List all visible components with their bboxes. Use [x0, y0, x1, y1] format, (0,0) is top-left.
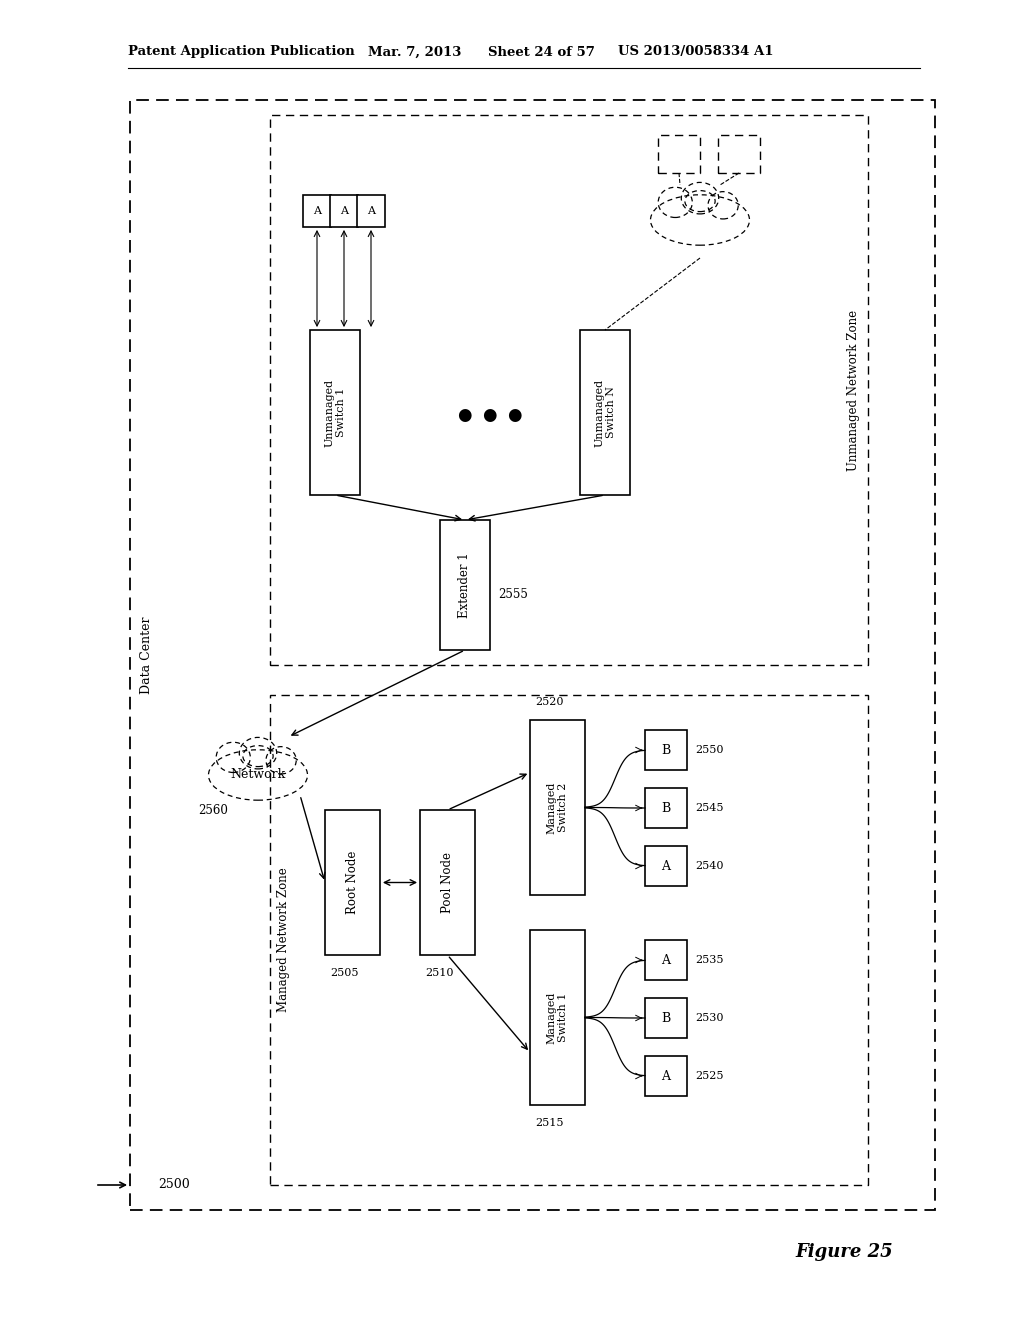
Bar [645, 788, 687, 828]
Text: Mar. 7, 2013: Mar. 7, 2013 [368, 45, 462, 58]
Text: Figure 25: Figure 25 [795, 1243, 893, 1261]
Text: 2505: 2505 [330, 968, 358, 978]
Text: 2550: 2550 [695, 744, 724, 755]
Text: 2560: 2560 [198, 804, 228, 817]
Bar [645, 1056, 687, 1096]
Text: Managed
Switch 1: Managed Switch 1 [547, 991, 568, 1044]
Text: Extender 1: Extender 1 [459, 552, 471, 618]
Bar [580, 330, 630, 495]
Text: ●  ●  ●: ● ● ● [458, 407, 522, 424]
Bar [645, 998, 687, 1038]
Text: 2555: 2555 [498, 589, 528, 602]
Text: 2530: 2530 [695, 1012, 724, 1023]
Text: 2510: 2510 [425, 968, 454, 978]
Text: Managed
Switch 2: Managed Switch 2 [547, 781, 568, 834]
Bar [270, 696, 868, 1185]
Text: 2515: 2515 [535, 1118, 563, 1129]
Bar [530, 931, 585, 1105]
Text: A: A [662, 1069, 671, 1082]
Text: 2525: 2525 [695, 1071, 724, 1081]
Text: Patent Application Publication: Patent Application Publication [128, 45, 354, 58]
Text: Unmanaged Network Zone: Unmanaged Network Zone [848, 309, 860, 470]
Text: B: B [662, 801, 671, 814]
Text: Unmanaged
Switch 1: Unmanaged Switch 1 [325, 379, 346, 446]
Text: 2500: 2500 [158, 1179, 189, 1192]
Text: Root Node: Root Node [346, 851, 359, 915]
Text: 2520: 2520 [535, 697, 563, 708]
Text: US 2013/0058334 A1: US 2013/0058334 A1 [618, 45, 773, 58]
Bar [330, 195, 358, 227]
Bar [420, 810, 475, 954]
Bar [645, 846, 687, 886]
Text: Data Center: Data Center [140, 616, 154, 694]
Text: A: A [662, 953, 671, 966]
Text: B: B [662, 743, 671, 756]
Bar [130, 100, 935, 1210]
Bar [325, 810, 380, 954]
Text: Pool Node: Pool Node [441, 851, 454, 913]
Text: A: A [313, 206, 321, 216]
Bar [303, 195, 331, 227]
Text: Network: Network [230, 768, 286, 781]
Bar [658, 135, 700, 173]
Text: 2535: 2535 [695, 954, 724, 965]
Bar [357, 195, 385, 227]
Text: Unmanaged
Switch N: Unmanaged Switch N [594, 379, 615, 446]
Bar [645, 730, 687, 770]
Bar [530, 719, 585, 895]
Text: Sheet 24 of 57: Sheet 24 of 57 [488, 45, 595, 58]
Text: A: A [367, 206, 375, 216]
Bar [310, 330, 360, 495]
Bar [440, 520, 490, 649]
Bar [645, 940, 687, 979]
Text: Managed Network Zone: Managed Network Zone [278, 867, 291, 1012]
Text: 2545: 2545 [695, 803, 724, 813]
Bar [718, 135, 760, 173]
Text: B: B [662, 1011, 671, 1024]
Bar [270, 115, 868, 665]
Text: A: A [662, 859, 671, 873]
Text: 2540: 2540 [695, 861, 724, 871]
Text: A: A [340, 206, 348, 216]
